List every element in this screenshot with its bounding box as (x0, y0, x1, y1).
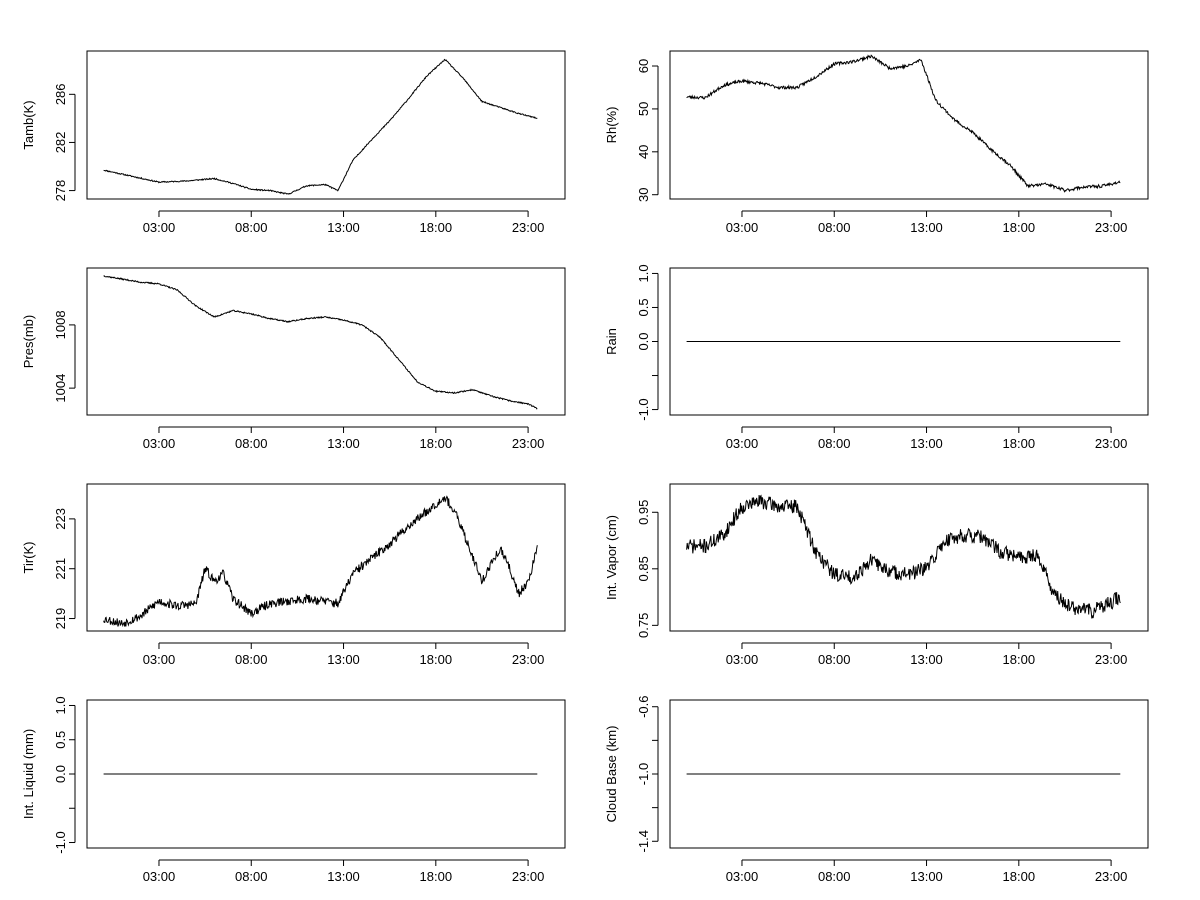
plot-frame (669, 50, 1149, 200)
y-tick-label: 30 (636, 187, 651, 201)
x-tick-label: 18:00 (420, 652, 453, 667)
y-axis-label: Pres(mb) (21, 315, 36, 368)
x-tick-label: 08:00 (235, 869, 268, 884)
x-tick-label: 23:00 (512, 652, 545, 667)
x-tick-label: 18:00 (1003, 652, 1036, 667)
x-tick-label: 23:00 (1095, 869, 1128, 884)
y-tick-label: 223 (53, 508, 68, 530)
y-tick-label: 1.0 (53, 696, 68, 714)
x-tick-label: 03:00 (143, 220, 176, 235)
x-tick-label: 18:00 (1003, 220, 1036, 235)
plot-frame (669, 699, 1149, 849)
y-tick-label: 219 (53, 608, 68, 630)
x-tick-label: 08:00 (235, 436, 268, 451)
y-tick-label: 0.5 (636, 298, 651, 316)
x-tick-label: 23:00 (1095, 220, 1128, 235)
x-tick-label: 13:00 (327, 220, 360, 235)
plot-frame (669, 267, 1149, 416)
series-line-rh (686, 54, 1121, 193)
y-axis-label: Tamb(K) (21, 100, 36, 149)
x-tick-label: 13:00 (910, 869, 943, 884)
y-tick-label: 0.75 (636, 613, 651, 638)
plot-frame (669, 483, 1149, 632)
plot-frame (86, 50, 566, 200)
y-tick-label: 0.0 (53, 765, 68, 783)
x-tick-label: 13:00 (910, 436, 943, 451)
panel-8: 03:00 08:00 13:00 18:00 23:00 -1.4 -1.0 -0.6 Clo… (604, 696, 1149, 884)
x-tick-label: 23:00 (512, 436, 545, 451)
y-tick-label: 282 (53, 132, 68, 154)
y-tick-label: -1.0 (636, 398, 651, 420)
x-tick-label: 08:00 (818, 220, 851, 235)
x-tick-label: 08:00 (818, 436, 851, 451)
x-tick-label: 03:00 (726, 220, 759, 235)
panel-4: 03:00 08:00 13:00 18:00 23:00 -1.0 0.0 0.5 1.0 Ra… (604, 264, 1149, 451)
x-tick-label: 03:00 (726, 436, 759, 451)
panel-7: 03:00 08:00 13:00 18:00 23:00 -1.0 0.0 0.5 1.0 In… (21, 696, 566, 884)
y-tick-label: 221 (53, 558, 68, 580)
y-tick-label: 0.5 (53, 731, 68, 749)
y-tick-label: -1.0 (53, 831, 68, 853)
x-tick-label: 08:00 (235, 652, 268, 667)
x-tick-label: 23:00 (1095, 436, 1128, 451)
x-tick-label: 08:00 (818, 652, 851, 667)
x-tick-label: 18:00 (1003, 869, 1036, 884)
y-axis-label: Cloud Base (km) (604, 726, 619, 823)
x-tick-label: 23:00 (512, 869, 545, 884)
y-tick-label: 286 (53, 83, 68, 105)
panel-3: 03:00 08:00 13:00 18:00 23:00 1004 1008 Pres(mb… (21, 267, 566, 451)
y-axis-label: Rain (604, 328, 619, 355)
panel-6: 03:00 08:00 13:00 18:00 23:00 0.75 0.85 0.95 Int… (604, 483, 1149, 667)
plot-frame (86, 483, 566, 632)
y-tick-label: 50 (636, 102, 651, 116)
y-tick-label: 278 (53, 180, 68, 202)
series-line-tir (103, 495, 538, 628)
x-tick-label: 18:00 (420, 436, 453, 451)
x-tick-label: 08:00 (235, 220, 268, 235)
y-tick-label: 1008 (53, 310, 68, 339)
y-axis-label: Int. Vapor (cm) (604, 515, 619, 600)
x-tick-label: 18:00 (420, 869, 453, 884)
panel-5: 03:00 08:00 13:00 18:00 23:00 219 221 223 Tir(K) (21, 483, 566, 667)
y-tick-label: -0.6 (636, 696, 651, 718)
x-tick-label: 13:00 (327, 652, 360, 667)
x-tick-label: 03:00 (143, 652, 176, 667)
x-tick-label: 13:00 (910, 652, 943, 667)
y-tick-label: -1.4 (636, 830, 651, 852)
y-axis-label: Tir(K) (21, 541, 36, 573)
x-tick-label: 13:00 (327, 869, 360, 884)
x-tick-label: 08:00 (818, 869, 851, 884)
x-tick-label: 03:00 (726, 652, 759, 667)
y-tick-label: 0.95 (636, 500, 651, 525)
series-line-pres (103, 275, 538, 410)
y-tick-label: 0.85 (636, 556, 651, 581)
plot-frame (86, 699, 566, 849)
series-line-int-vapor (686, 494, 1121, 619)
x-tick-label: 13:00 (327, 436, 360, 451)
panel-2: 03:00 08:00 13:00 18:00 23:00 30 40 50 60 Rh(%) (604, 50, 1149, 235)
x-tick-label: 18:00 (420, 220, 453, 235)
x-tick-label: 03:00 (726, 869, 759, 884)
x-tick-label: 18:00 (1003, 436, 1036, 451)
panel-1: 03:00 08:00 13:00 18:00 23:00 278 282 286 Tamb(K… (21, 50, 566, 235)
y-axis-label: Rh(%) (604, 107, 619, 144)
x-tick-label: 23:00 (512, 220, 545, 235)
y-tick-label: 40 (636, 145, 651, 159)
series-line-tamb (103, 58, 538, 195)
y-tick-label: 1004 (53, 374, 68, 403)
y-tick-label: 1.0 (636, 264, 651, 282)
x-tick-label: 03:00 (143, 436, 176, 451)
x-tick-label: 13:00 (910, 220, 943, 235)
y-axis-label: Int. Liquid (mm) (21, 729, 36, 819)
y-tick-label: -1.0 (636, 763, 651, 785)
x-tick-label: 23:00 (1095, 652, 1128, 667)
y-tick-label: 0.0 (636, 332, 651, 350)
y-tick-label: 60 (636, 59, 651, 73)
plot-frame (86, 267, 566, 416)
x-tick-label: 03:00 (143, 869, 176, 884)
